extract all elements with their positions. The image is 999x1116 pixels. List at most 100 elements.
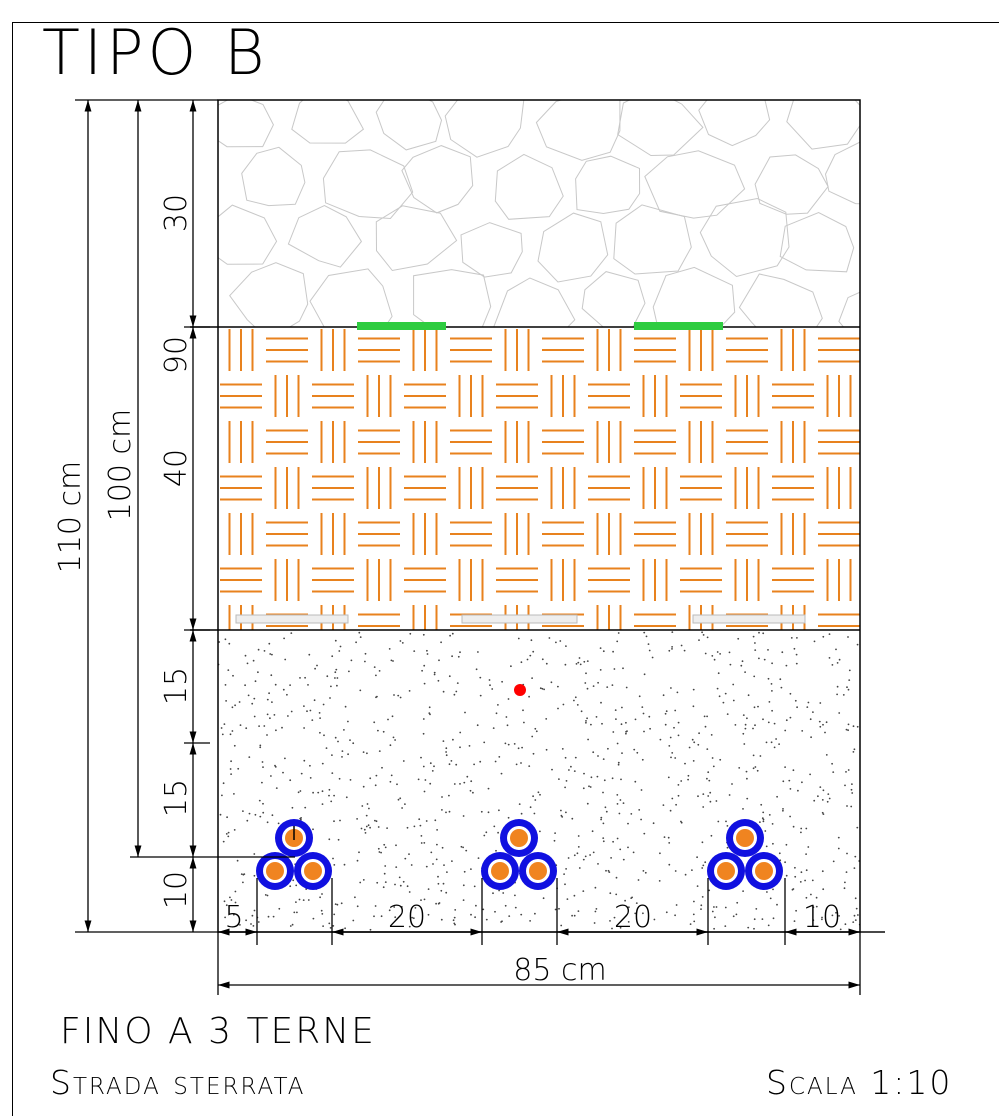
- sand-dot: [328, 794, 330, 797]
- sand-dot: [747, 694, 750, 697]
- sand-dot: [483, 741, 486, 744]
- sand-dot: [318, 712, 321, 714]
- sand-dot: [698, 732, 700, 735]
- sand-dot: [474, 916, 476, 919]
- sand-dot: [667, 776, 670, 779]
- sand-dot: [702, 634, 705, 636]
- sand-dot: [479, 760, 482, 763]
- sand-dot: [719, 653, 721, 655]
- sand-dot: [330, 800, 333, 803]
- sand-dot: [618, 812, 621, 815]
- sand-dot: [852, 725, 855, 728]
- sand-dot: [853, 748, 856, 751]
- sand-dot: [844, 881, 846, 884]
- sand-dot: [423, 682, 426, 685]
- sand-dot: [630, 813, 633, 815]
- sand-dot: [836, 685, 839, 688]
- sand-dot: [565, 868, 567, 870]
- sand-dot: [563, 873, 565, 875]
- sand-dot: [568, 769, 570, 771]
- sand-dot: [715, 906, 718, 908]
- sand-dot: [744, 671, 746, 673]
- sand-dot: [794, 866, 796, 869]
- sand-dot: [448, 675, 451, 678]
- sand-dot: [242, 873, 245, 876]
- sand-dot: [561, 748, 564, 750]
- sand-dot: [466, 775, 469, 778]
- sand-dot: [271, 701, 273, 703]
- sand-dot: [680, 780, 683, 782]
- sand-dot: [373, 721, 376, 724]
- sand-dot: [671, 752, 674, 754]
- sand-dot: [593, 922, 596, 924]
- sand-dot: [464, 711, 466, 714]
- sand-dot: [427, 888, 430, 890]
- sand-dot: [273, 714, 276, 716]
- sand-dot: [518, 803, 521, 805]
- sand-dot: [577, 835, 580, 837]
- sand-dot: [494, 760, 497, 763]
- sand-dot: [406, 885, 409, 888]
- sand-dot: [472, 791, 474, 794]
- sand-dot: [491, 688, 494, 690]
- sand-dot: [742, 714, 745, 716]
- trench-outline: [217, 99, 861, 933]
- sand-dot: [281, 726, 283, 729]
- sand-dot: [766, 891, 768, 893]
- dim-sand-lower: 15: [159, 779, 194, 817]
- sand-dot: [851, 783, 853, 785]
- sand-dot: [543, 688, 545, 691]
- sand-dot: [625, 732, 627, 735]
- sand-dot: [238, 701, 241, 703]
- sand-dot: [847, 688, 850, 691]
- sand-dot: [607, 747, 609, 750]
- sand-dot: [399, 797, 402, 800]
- sand-dot: [401, 642, 404, 644]
- sand-dot: [663, 836, 666, 838]
- sand-dot: [716, 651, 719, 653]
- drawing-title: TIPO B: [42, 16, 269, 89]
- sand-dot: [352, 742, 355, 745]
- sand-dot: [771, 709, 773, 712]
- sand-dot: [307, 684, 309, 686]
- sand-dot: [337, 740, 339, 743]
- sand-dot: [388, 648, 391, 650]
- sand-dot: [312, 917, 315, 920]
- sand-dot: [722, 701, 725, 704]
- sand-dot: [647, 643, 650, 645]
- sand-dot: [534, 912, 536, 915]
- sand-dot: [818, 720, 821, 723]
- sand-dot: [847, 769, 850, 771]
- sand-dot: [697, 743, 700, 746]
- sand-dot: [677, 734, 680, 737]
- sand-dot: [714, 916, 716, 919]
- sand-dot: [487, 787, 490, 790]
- sand-dot: [844, 784, 846, 787]
- sand-dot: [482, 908, 485, 911]
- warning-tape-right: [634, 322, 723, 330]
- sand-dot: [560, 924, 563, 927]
- sand-dot: [412, 917, 415, 920]
- sand-dot: [576, 852, 579, 855]
- sand-dot: [333, 820, 335, 823]
- sand-dot: [479, 694, 482, 697]
- dim-trench-depth: 100 cm: [103, 409, 138, 522]
- sand-dot: [825, 721, 828, 724]
- sand-dot: [427, 913, 430, 916]
- sand-dot: [504, 742, 507, 745]
- sand-dot: [440, 889, 443, 892]
- sand-dot: [674, 757, 677, 759]
- sand-dot: [812, 919, 815, 922]
- sand-dot: [640, 789, 643, 791]
- sand-dot: [341, 750, 344, 752]
- sand-dot: [693, 741, 696, 744]
- sand-dot: [573, 894, 576, 897]
- sand-dot: [423, 664, 426, 667]
- sand-dot: [852, 751, 855, 753]
- sand-dot: [588, 785, 590, 788]
- sand-dot: [517, 747, 520, 750]
- sand-dot: [700, 908, 702, 910]
- sand-dot: [648, 649, 651, 652]
- sand-dot: [574, 756, 577, 759]
- sand-dot: [423, 790, 426, 793]
